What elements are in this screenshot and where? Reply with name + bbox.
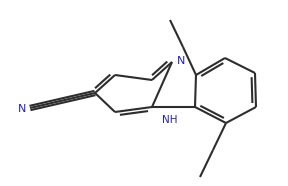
Text: N: N: [18, 104, 26, 114]
Text: N: N: [177, 56, 185, 66]
Text: NH: NH: [162, 115, 178, 125]
